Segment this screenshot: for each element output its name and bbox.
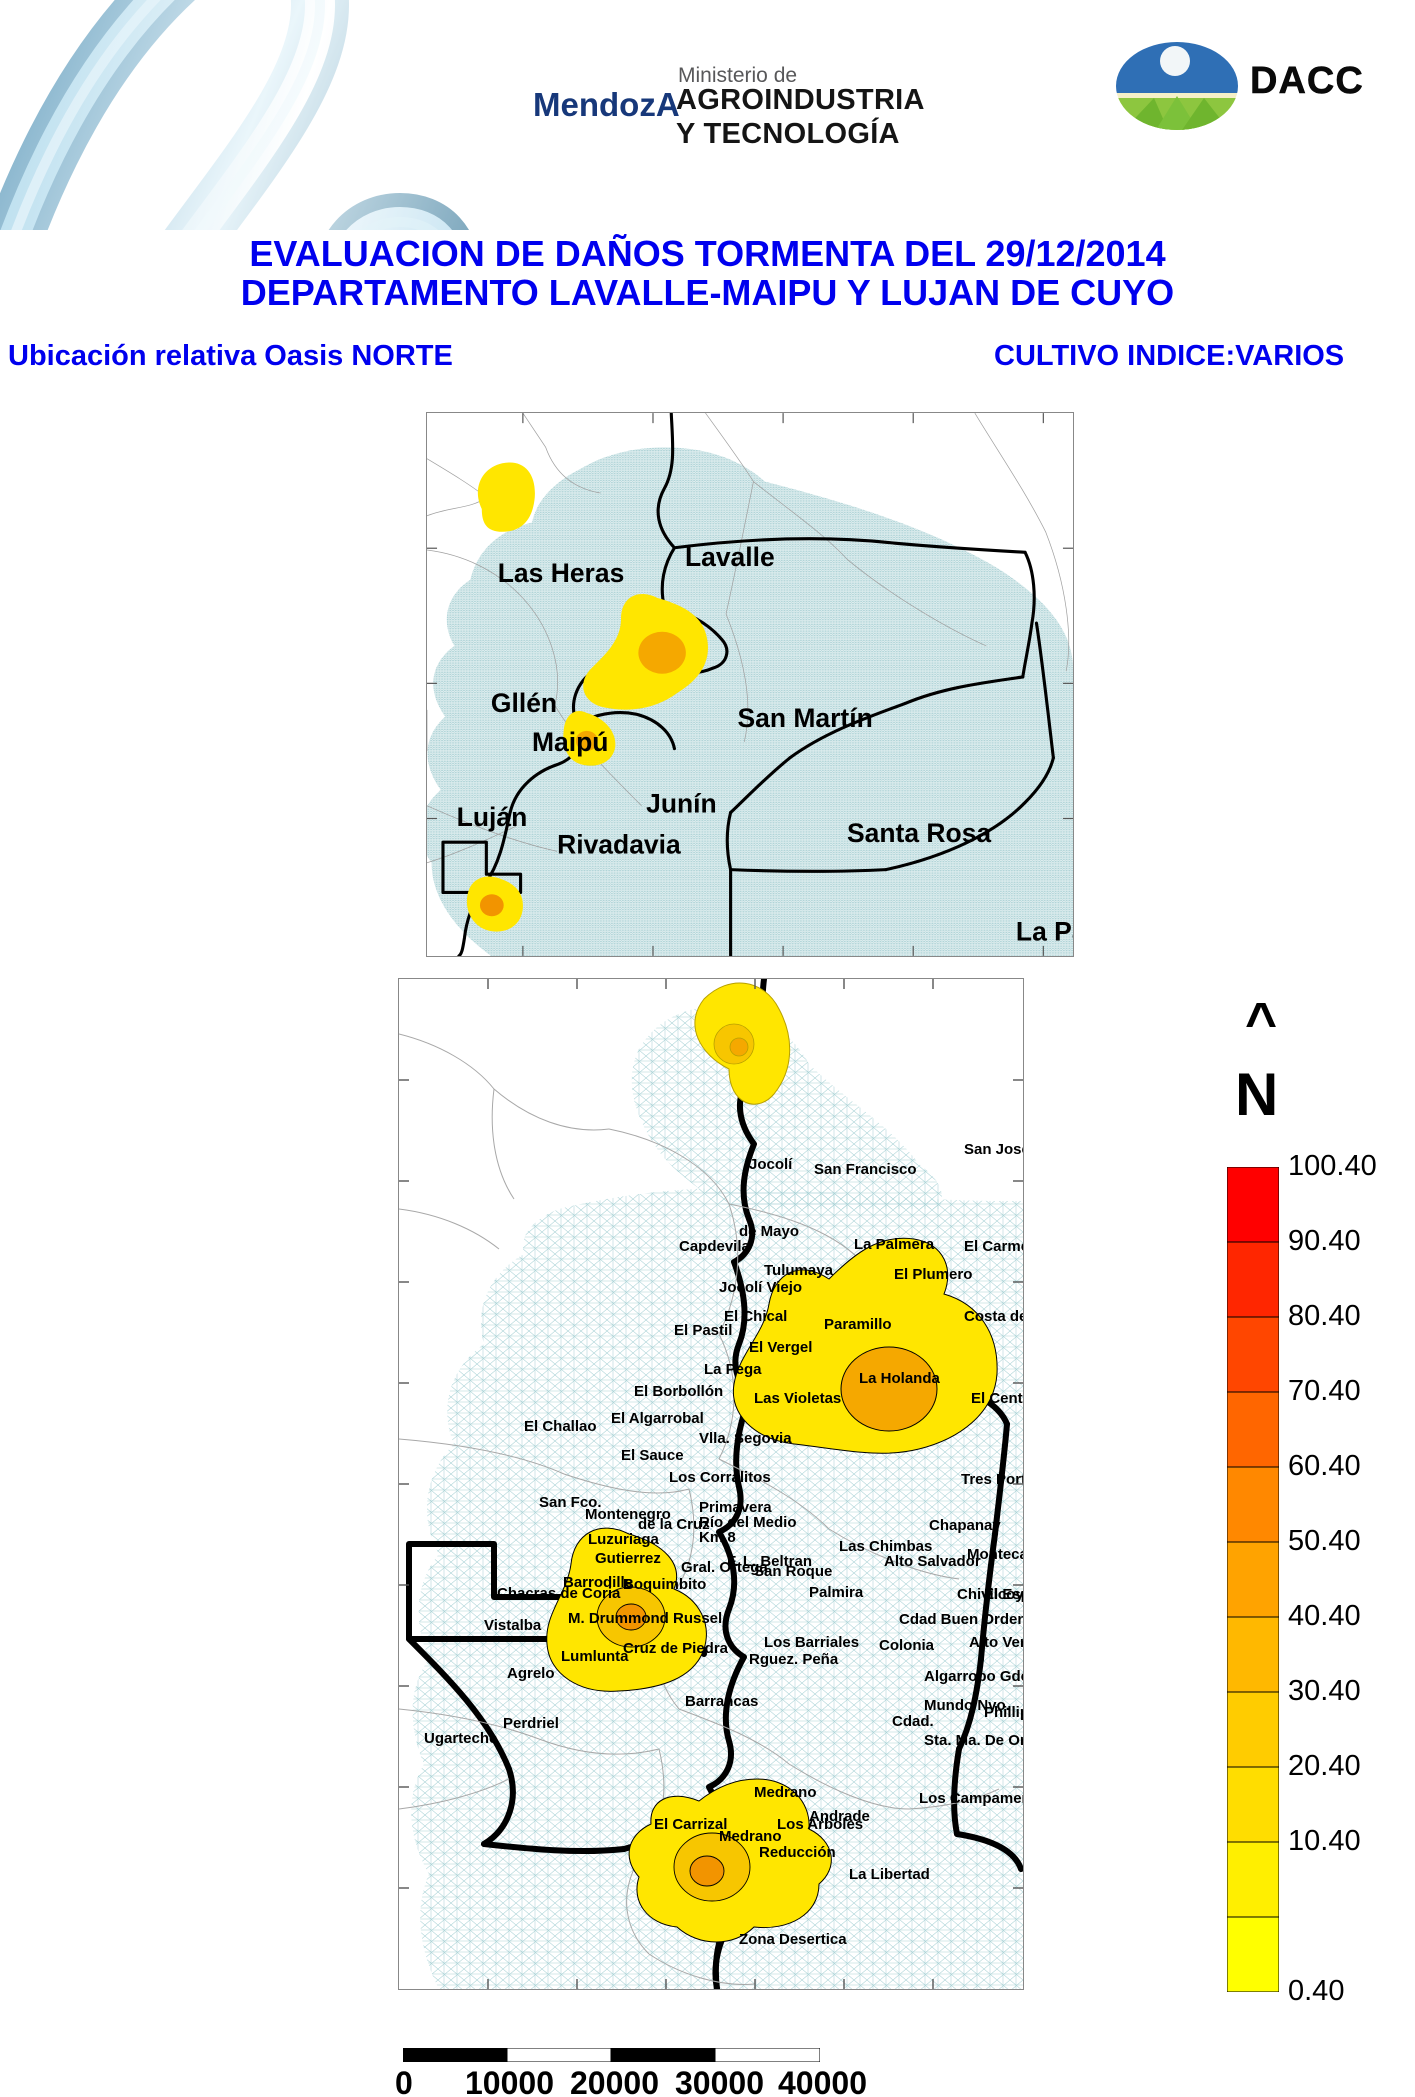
svg-text:Tres Porteñas: Tres Porteñas — [961, 1471, 1023, 1488]
svg-text:Boquimbito: Boquimbito — [623, 1576, 706, 1593]
svg-text:Maipú: Maipú — [532, 727, 608, 757]
svg-text:Perdriel: Perdriel — [503, 1715, 559, 1732]
svg-text:Los Barriales: Los Barriales — [764, 1634, 859, 1651]
svg-text:Vlla. Segovia: Vlla. Segovia — [699, 1430, 792, 1447]
svg-text:El Sauce: El Sauce — [621, 1447, 684, 1464]
svg-text:El Espino: El Espino — [984, 1586, 1023, 1603]
svg-text:San José: San José — [964, 1141, 1023, 1158]
svg-text:Cruz de Piedra: Cruz de Piedra — [623, 1640, 729, 1657]
svg-text:El Central: El Central — [971, 1390, 1023, 1407]
svg-text:Paramillo: Paramillo — [824, 1316, 892, 1333]
svg-text:Tulumaya: Tulumaya — [764, 1262, 834, 1279]
svg-text:Los Corralitos: Los Corralitos — [669, 1469, 771, 1486]
svg-text:Ugarteche: Ugarteche — [424, 1730, 497, 1747]
svg-text:Las Violetas: Las Violetas — [754, 1390, 841, 1407]
svg-text:Gllén: Gllén — [491, 688, 557, 718]
svg-text:San Martín: San Martín — [737, 703, 872, 733]
svg-text:Gutierrez: Gutierrez — [595, 1550, 661, 1567]
svg-text:Barrancas: Barrancas — [685, 1693, 758, 1710]
svg-text:Los Campamentos: Los Campamentos — [919, 1790, 1023, 1807]
svg-text:La Paz: La Paz — [1016, 916, 1073, 946]
svg-text:Chapanay: Chapanay — [929, 1517, 1001, 1534]
svg-text:Capdevila: Capdevila — [679, 1238, 751, 1255]
svg-text:Reducción: Reducción — [759, 1844, 836, 1861]
svg-text:Cdad.: Cdad. — [892, 1713, 934, 1730]
svg-text:Luzuriaga: Luzuriaga — [588, 1531, 659, 1548]
svg-text:Cdad Buen Orden: Cdad Buen Orden — [899, 1611, 1023, 1628]
svg-text:Jocolí: Jocolí — [749, 1156, 793, 1173]
svg-text:Los Arboles: Los Arboles — [777, 1816, 863, 1833]
svg-text:La Libertad: La Libertad — [849, 1866, 930, 1883]
svg-text:M. Drummond Russel: M. Drummond Russel — [568, 1610, 722, 1627]
svg-text:La Palmera: La Palmera — [854, 1236, 935, 1253]
svg-text:El Chical: El Chical — [724, 1308, 787, 1325]
svg-text:Costa de Araujo: Costa de Araujo — [964, 1308, 1023, 1325]
svg-text:Chacras de Coria: Chacras de Coria — [497, 1585, 621, 1602]
svg-text:Luján: Luján — [457, 802, 528, 832]
svg-text:El Carrizal: El Carrizal — [654, 1816, 727, 1833]
svg-text:El Borbollón: El Borbollón — [634, 1383, 723, 1400]
svg-text:Phillips: Phillips — [984, 1704, 1023, 1721]
svg-text:Montecaseros: Montecaseros — [967, 1546, 1023, 1563]
svg-text:Palmira: Palmira — [809, 1584, 864, 1601]
svg-text:El Challao: El Challao — [524, 1418, 597, 1435]
svg-text:Santa Rosa: Santa Rosa — [847, 818, 991, 848]
svg-text:Medrano: Medrano — [754, 1784, 817, 1801]
svg-text:Junín: Junín — [646, 789, 717, 819]
svg-text:El Plumero: El Plumero — [894, 1266, 972, 1283]
svg-text:Rguez. Peña: Rguez. Peña — [749, 1651, 839, 1668]
svg-text:Agrelo: Agrelo — [507, 1665, 555, 1682]
svg-text:El Carmen: El Carmen — [964, 1238, 1023, 1255]
svg-text:El Pastil: El Pastil — [674, 1322, 732, 1339]
svg-text:San Francisco: San Francisco — [814, 1161, 917, 1178]
svg-text:San Roque: San Roque — [754, 1563, 832, 1580]
svg-text:Medrano: Medrano — [719, 1828, 782, 1845]
svg-text:Alto Verde: Alto Verde — [969, 1634, 1023, 1651]
svg-text:Lavalle: Lavalle — [685, 542, 775, 572]
svg-text:Jocolí Viejo: Jocolí Viejo — [719, 1279, 802, 1296]
svg-text:El Algarrobal: El Algarrobal — [611, 1410, 704, 1427]
svg-text:La Pega: La Pega — [704, 1361, 762, 1378]
svg-text:La Holanda: La Holanda — [859, 1370, 941, 1387]
svg-text:Rivadavia: Rivadavia — [557, 830, 681, 860]
svg-text:Sta. Ma. De Oro: Sta. Ma. De Oro — [924, 1732, 1023, 1749]
svg-text:Lumlunta: Lumlunta — [561, 1648, 629, 1665]
svg-text:El Vergel: El Vergel — [749, 1339, 812, 1356]
svg-text:Las Heras: Las Heras — [498, 558, 625, 588]
svg-text:Vistalba: Vistalba — [484, 1617, 542, 1634]
svg-text:Zona Desertica: Zona Desertica — [739, 1931, 847, 1948]
svg-text:Algarrobo Gde.: Algarrobo Gde. — [924, 1668, 1023, 1685]
svg-text:Km.8: Km.8 — [699, 1529, 736, 1546]
svg-text:Colonia: Colonia — [879, 1637, 935, 1654]
